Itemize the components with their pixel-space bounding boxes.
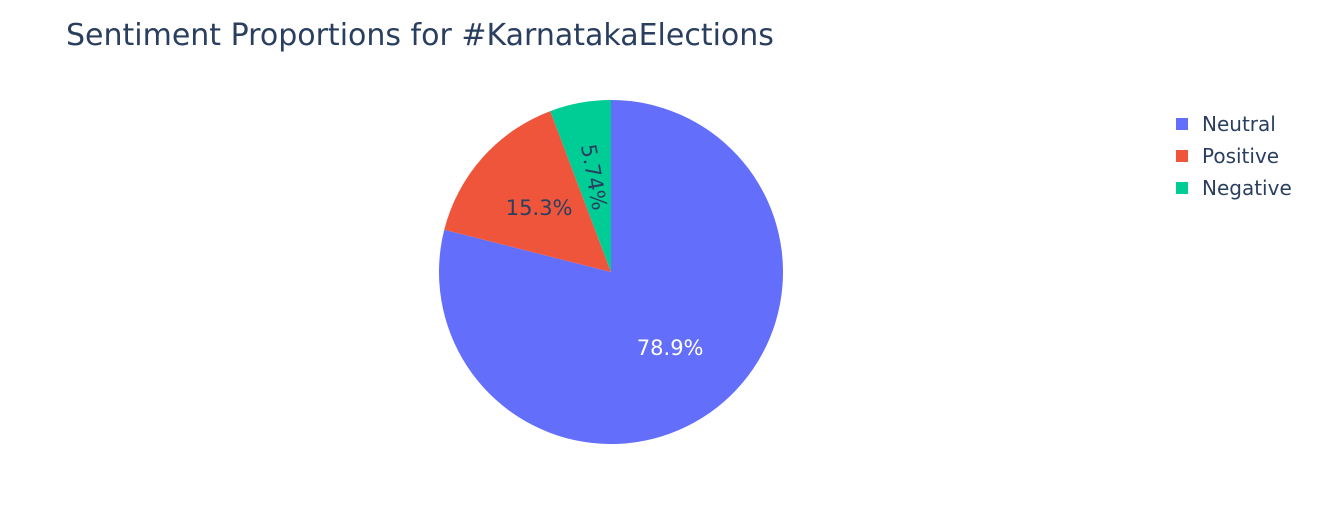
pie-slice-negative[interactable] [550,100,611,272]
legend-label-negative: Negative [1202,176,1292,200]
legend-item-negative[interactable]: Negative [1176,172,1292,204]
legend-item-neutral[interactable]: Neutral [1176,108,1292,140]
pie-slices [438,100,783,444]
pie-label-neutral: 78.9% [637,336,704,360]
legend-label-neutral: Neutral [1202,112,1276,136]
pie-slice-positive[interactable] [444,111,611,272]
legend-swatch-positive [1176,150,1188,162]
legend-label-positive: Positive [1202,144,1280,168]
legend: Neutral Positive Negative [1176,108,1292,204]
legend-swatch-neutral [1176,118,1188,130]
legend-item-positive[interactable]: Positive [1176,140,1292,172]
chart-title: Sentiment Proportions for #KarnatakaElec… [66,18,774,53]
pie-label-positive: 15.3% [506,196,573,220]
legend-swatch-negative [1176,182,1188,194]
